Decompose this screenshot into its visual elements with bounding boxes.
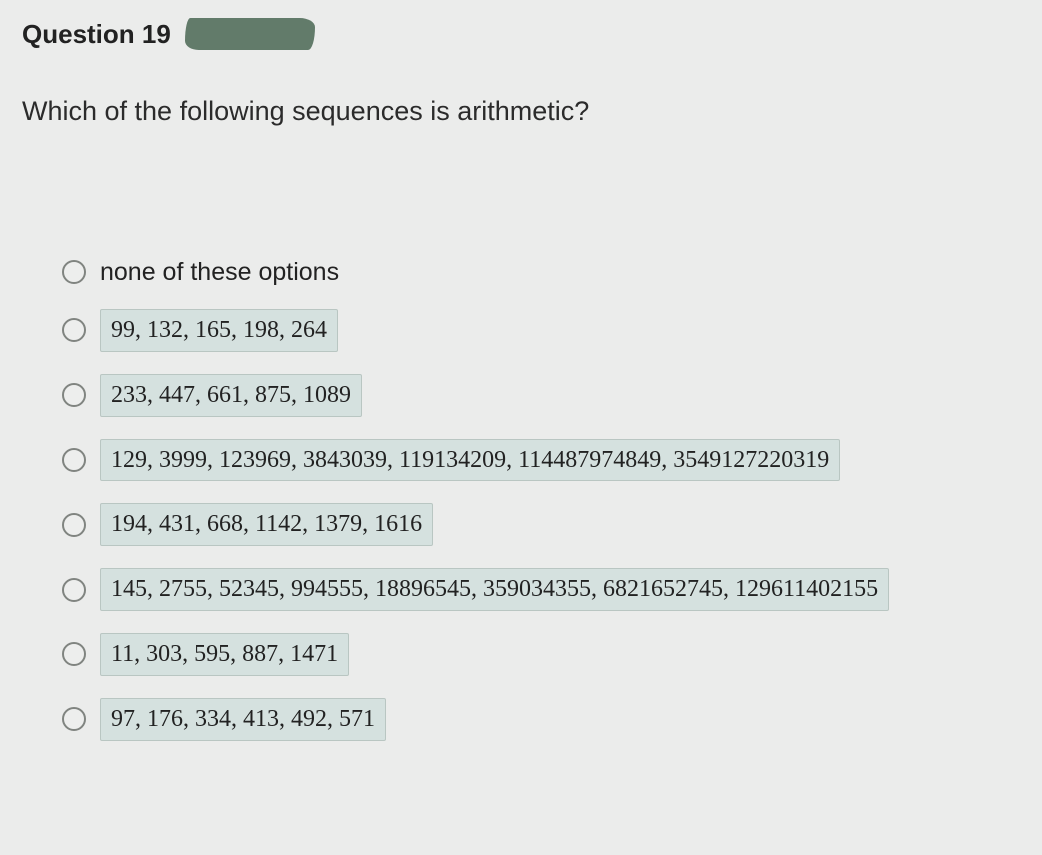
option-row[interactable]: 99, 132, 165, 198, 264 — [62, 309, 1020, 352]
question-header: Question 19 — [22, 18, 1020, 50]
option-text: none of these options — [100, 257, 339, 287]
option-row[interactable]: 97, 176, 334, 413, 492, 571 — [62, 698, 1020, 741]
radio-icon[interactable] — [62, 318, 86, 342]
radio-icon[interactable] — [62, 707, 86, 731]
radio-icon[interactable] — [62, 642, 86, 666]
option-row[interactable]: none of these options — [62, 257, 1020, 287]
option-row[interactable]: 194, 431, 668, 1142, 1379, 1616 — [62, 503, 1020, 546]
option-text: 129, 3999, 123969, 3843039, 119134209, 1… — [100, 439, 840, 482]
radio-icon[interactable] — [62, 513, 86, 537]
question-stem: Which of the following sequences is arit… — [22, 96, 1020, 127]
option-text: 233, 447, 661, 875, 1089 — [100, 374, 362, 417]
option-text: 145, 2755, 52345, 994555, 18896545, 3590… — [100, 568, 889, 611]
option-row[interactable]: 11, 303, 595, 887, 1471 — [62, 633, 1020, 676]
option-text: 99, 132, 165, 198, 264 — [100, 309, 338, 352]
option-text: 11, 303, 595, 887, 1471 — [100, 633, 349, 676]
radio-icon[interactable] — [62, 383, 86, 407]
option-row[interactable]: 145, 2755, 52345, 994555, 18896545, 3590… — [62, 568, 1020, 611]
option-row[interactable]: 233, 447, 661, 875, 1089 — [62, 374, 1020, 417]
option-text: 97, 176, 334, 413, 492, 571 — [100, 698, 386, 741]
redaction-mark — [185, 18, 315, 50]
option-text: 194, 431, 668, 1142, 1379, 1616 — [100, 503, 433, 546]
radio-icon[interactable] — [62, 578, 86, 602]
question-page: Question 19 Which of the following seque… — [0, 0, 1042, 741]
option-row[interactable]: 129, 3999, 123969, 3843039, 119134209, 1… — [62, 439, 1020, 482]
radio-icon[interactable] — [62, 448, 86, 472]
options-list: none of these options 99, 132, 165, 198,… — [22, 257, 1020, 741]
radio-icon[interactable] — [62, 260, 86, 284]
question-label: Question 19 — [22, 19, 171, 50]
